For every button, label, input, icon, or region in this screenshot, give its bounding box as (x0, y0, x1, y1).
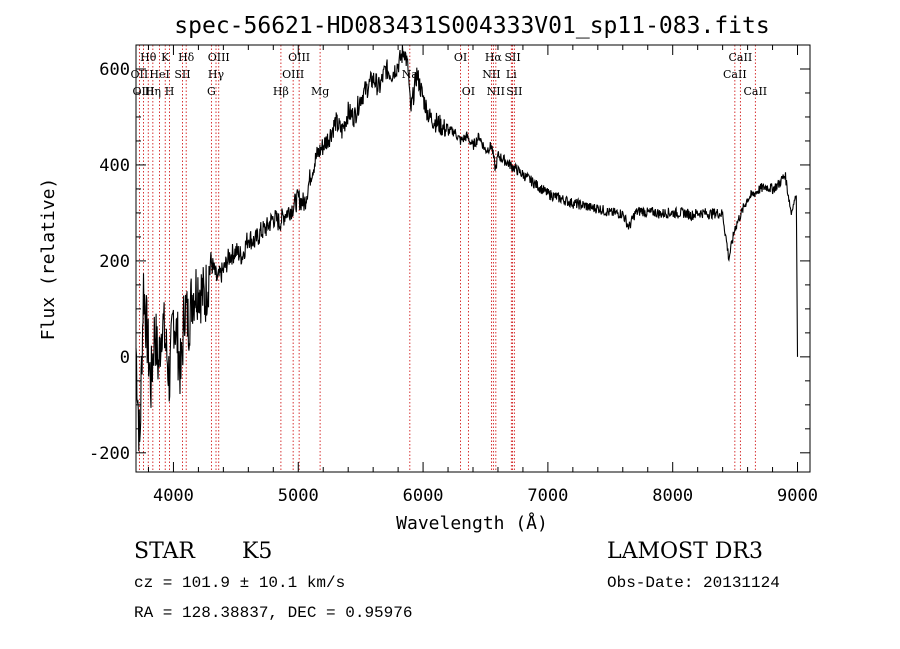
line-label: Hγ (208, 68, 225, 81)
line-label: Hη (145, 85, 161, 98)
line-label: G (207, 85, 216, 98)
ra-dec-coordinates: RA = 128.38837, DEC = 0.95976 (134, 604, 413, 622)
line-label: K (161, 51, 170, 64)
line-label: SII (506, 85, 522, 98)
x-tick-label: 7000 (527, 486, 568, 506)
line-label: NII (487, 85, 505, 98)
line-label: OI (462, 85, 475, 98)
survey-name: LAMOST DR3 (607, 539, 763, 564)
x-tick-label: 4000 (153, 486, 194, 506)
line-label: OIII (208, 51, 230, 64)
plot-frame (135, 44, 811, 473)
line-label: Hθ (140, 51, 157, 64)
object-class: STAR (134, 539, 195, 564)
y-tick-label: 200 (99, 252, 130, 272)
x-tick-label: 9000 (777, 486, 818, 506)
line-label: OII (131, 68, 149, 81)
line-label: Li (506, 68, 517, 81)
y-axis-label: Flux (relative) (38, 178, 59, 341)
y-tick-label: 0 (120, 348, 130, 368)
x-axis: 4000 5000 6000 7000 8000 9000 (147, 45, 818, 506)
line-label: Hβ (273, 85, 289, 98)
x-tick-label: 6000 (403, 486, 444, 506)
line-label: Hα (485, 51, 503, 64)
spectral-line-markers (138, 45, 756, 472)
y-axis: -200 0 200 400 600 (89, 60, 810, 464)
observation-date: Obs-Date: 20131124 (607, 574, 780, 592)
line-label: HeI (149, 68, 169, 81)
line-label: Na (402, 68, 419, 81)
line-label: H (165, 85, 175, 98)
object-subclass: K5 (242, 539, 273, 564)
y-tick-label: 600 (99, 60, 130, 80)
line-label: OIII (132, 85, 154, 98)
spectrum-line (135, 45, 799, 452)
chart-title: spec-56621-HD083431S004333V01_sp11-083.f… (174, 13, 769, 39)
line-label: CaII (729, 51, 753, 64)
x-tick-label: 8000 (652, 486, 693, 506)
line-label: OIII (282, 68, 304, 81)
redshift-velocity: cz = 101.9 ± 10.1 km/s (134, 574, 346, 592)
line-label: SII (504, 51, 520, 64)
line-label: OIII (288, 51, 310, 64)
x-axis-label: Wavelength (Å) (396, 512, 548, 534)
line-label: Mg (311, 85, 329, 98)
line-label: CaII (743, 85, 767, 98)
line-label: SII (174, 68, 190, 81)
line-label: NII (482, 68, 500, 81)
y-tick-label: 400 (99, 156, 130, 176)
x-tick-label: 5000 (278, 486, 319, 506)
y-tick-label: -200 (89, 444, 130, 464)
line-label: Hδ (178, 51, 195, 64)
line-label: CaII (723, 68, 747, 81)
line-label: OI (454, 51, 467, 64)
